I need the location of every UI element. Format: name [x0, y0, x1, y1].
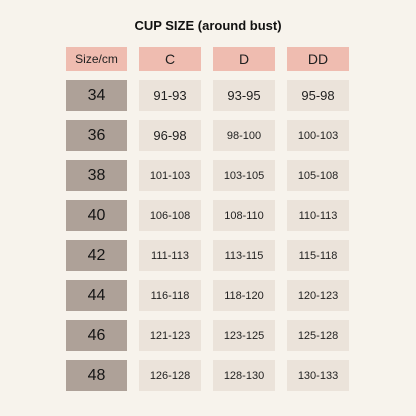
size-cell: 44: [66, 280, 127, 311]
c-cell: 101-103: [139, 160, 201, 191]
dd-cell: 110-113: [287, 200, 349, 231]
dd-cell: 100-103: [287, 120, 349, 151]
c-cell: 126-128: [139, 360, 201, 391]
c-cell: 121-123: [139, 320, 201, 351]
c-cell: 106-108: [139, 200, 201, 231]
dd-cell: 130-133: [287, 360, 349, 391]
d-cell: 103-105: [213, 160, 275, 191]
header-dd: DD: [287, 47, 349, 71]
d-cell: 118-120: [213, 280, 275, 311]
d-cell: 128-130: [213, 360, 275, 391]
size-cell: 48: [66, 360, 127, 391]
size-cell: 34: [66, 80, 127, 111]
d-cell: 108-110: [213, 200, 275, 231]
size-cell: 46: [66, 320, 127, 351]
dd-cell: 125-128: [287, 320, 349, 351]
c-cell: 111-113: [139, 240, 201, 271]
dd-cell: 120-123: [287, 280, 349, 311]
d-cell: 93-95: [213, 80, 275, 111]
d-cell: 123-125: [213, 320, 275, 351]
c-cell: 91-93: [139, 80, 201, 111]
d-cell: 98-100: [213, 120, 275, 151]
dd-cell: 105-108: [287, 160, 349, 191]
size-table: Size/cm C D DD 34 91-93 93-95 95-98 36 9…: [66, 47, 349, 400]
size-cell: 36: [66, 120, 127, 151]
size-cell: 42: [66, 240, 127, 271]
c-cell: 116-118: [139, 280, 201, 311]
dd-cell: 115-118: [287, 240, 349, 271]
d-cell: 113-115: [213, 240, 275, 271]
header-c: C: [139, 47, 201, 71]
page-title: CUP SIZE (around bust): [134, 18, 282, 33]
header-size: Size/cm: [66, 47, 127, 71]
dd-cell: 95-98: [287, 80, 349, 111]
size-cell: 38: [66, 160, 127, 191]
size-cell: 40: [66, 200, 127, 231]
c-cell: 96-98: [139, 120, 201, 151]
header-d: D: [213, 47, 275, 71]
